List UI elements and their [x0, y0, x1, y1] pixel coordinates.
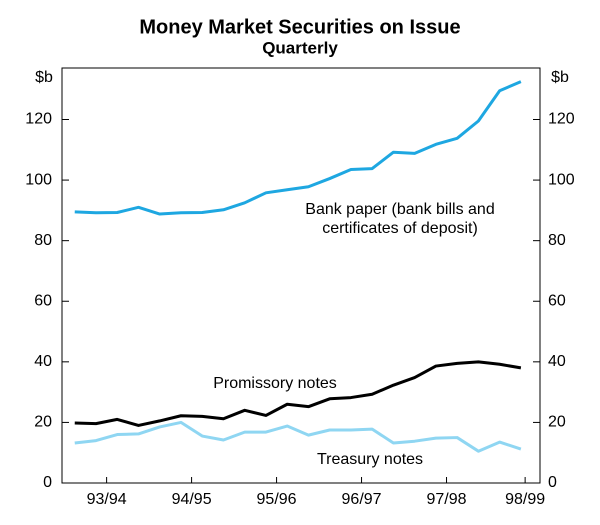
series-line [74, 80, 522, 216]
y2-axis-label: $b [551, 69, 569, 86]
x-tick-label: 96/97 [342, 491, 382, 508]
y-tick-label: 20 [34, 414, 52, 431]
y-tick-label: 80 [34, 232, 52, 249]
y2-tick-label: 0 [548, 474, 557, 491]
y2-tick-label: 100 [548, 171, 575, 188]
x-tick-label: 94/95 [172, 491, 212, 508]
y2-tick-label: 80 [548, 232, 566, 249]
y2-tick-label: 120 [548, 111, 575, 128]
series-label: Treasury notes [316, 451, 424, 468]
series-label: Bank paper (bank bills and certificates … [305, 201, 495, 237]
x-tick-label: 95/96 [257, 491, 297, 508]
chart-subtitle: Quarterly [262, 38, 338, 57]
chart-title: Money Market Securities on Issue [139, 16, 460, 38]
y-axis-label: $b [35, 69, 53, 86]
x-tick-label: 93/94 [87, 491, 127, 508]
plot-frame [61, 67, 541, 484]
y-tick-label: 120 [25, 111, 52, 128]
y2-tick-label: 20 [548, 414, 566, 431]
y-tick-label: 60 [34, 292, 52, 309]
x-tick-label: 97/98 [427, 491, 467, 508]
y2-tick-label: 60 [548, 292, 566, 309]
series-label: Promissory notes [213, 375, 337, 392]
y2-tick-label: 40 [548, 353, 566, 370]
y-tick-label: 100 [25, 171, 52, 188]
x-tick-label: 98/99 [505, 491, 545, 508]
y-tick-label: 0 [43, 474, 52, 491]
series-line [74, 360, 522, 427]
series-line [74, 420, 522, 453]
y-tick-label: 40 [34, 353, 52, 370]
